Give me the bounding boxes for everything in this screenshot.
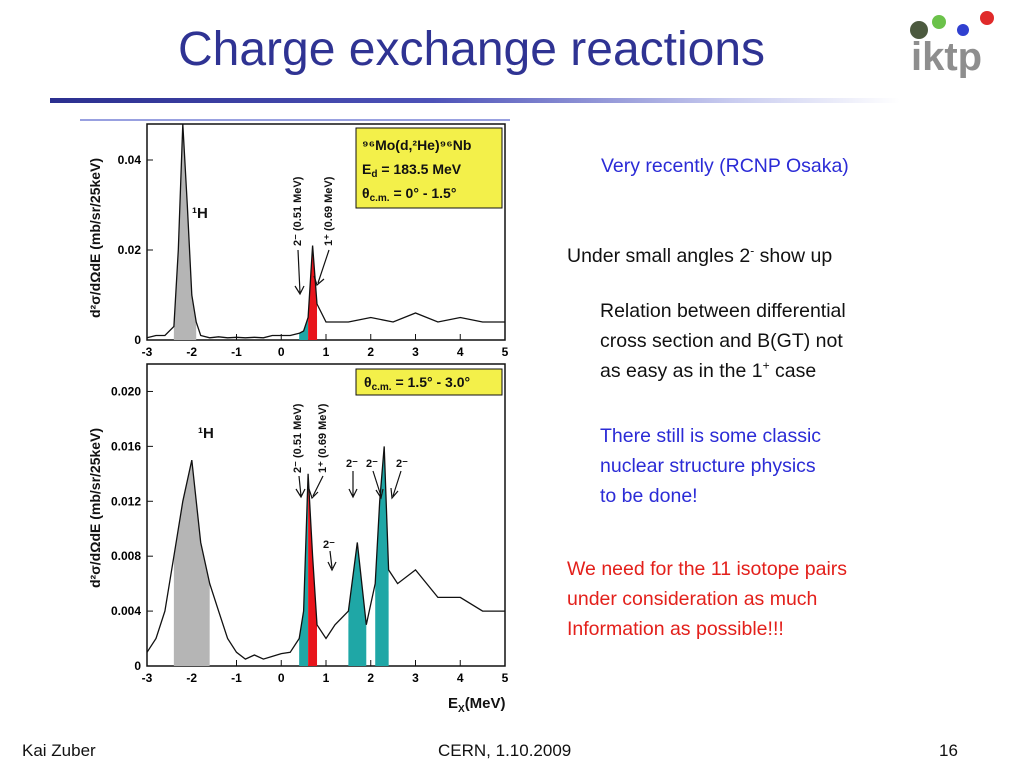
top-x-tick-label: 3: [412, 345, 419, 359]
bottom-two-minus-e-label: 2⁻: [323, 539, 335, 551]
need-line-2: under consideration as much: [567, 588, 818, 610]
bottom-two-minus-arrow: [295, 475, 306, 499]
bottom-y-tick-label: 0.008: [111, 549, 141, 563]
top-one-plus-label: 1⁺ (0.69 MeV): [323, 176, 335, 246]
top-box-angle: θc.m. = 0° - 1.5°: [362, 185, 456, 204]
top-box-energy: Ed = 183.5 MeV: [362, 161, 462, 180]
logo-dot-green: [932, 15, 946, 29]
bottom-y-tick-label: 0.020: [111, 384, 141, 398]
bottom-two-minus-c-peak-fill: [375, 446, 389, 666]
top-y-axis-label: d²σ/dΩdE (mb/sr/25keV): [87, 158, 103, 318]
bottom-two-minus-b-peak-fill: [348, 542, 367, 666]
bottom-box-angle: θc.m. = 1.5° - 3.0°: [364, 374, 470, 393]
top-one-plus-peak-fill: [308, 245, 318, 340]
recent-text: Very recently (RCNP Osaka): [601, 155, 849, 177]
bottom-arrow-c: [372, 470, 384, 500]
top-label-box: [355, 127, 503, 209]
top-y-tick-label: 0: [134, 333, 141, 347]
bottom-x-tick-label: 5: [502, 671, 509, 685]
bottom-arrow-e: [327, 550, 337, 572]
top-y-tick-label: 0.04: [118, 153, 142, 167]
top-hydrogen-label: ¹H: [192, 205, 208, 222]
bottom-x-tick-label: 1: [323, 671, 330, 685]
bottom-hydrogen-peak-fill: [173, 460, 210, 666]
top-x-tick-label: 1: [323, 345, 330, 359]
bottom-hydrogen-label: ¹H: [198, 425, 214, 442]
small-angles-text: Under small angles 2- show up: [567, 243, 833, 268]
bottom-y-tick-label: 0: [134, 659, 141, 673]
footer-event: CERN, 1.10.2009: [438, 741, 572, 760]
bottom-x-tick-label: -2: [186, 671, 197, 685]
bottom-y-tick-label: 0.012: [111, 494, 141, 508]
bottom-x-tick-label: 0: [278, 671, 285, 685]
bottom-two-minus-label: 2⁻ (0.51 MeV): [292, 403, 304, 473]
bottom-x-tick-label: 3: [412, 671, 419, 685]
bottom-one-plus-label: 1⁺ (0.69 MeV): [317, 403, 329, 473]
top-x-tick-label: 2: [367, 345, 374, 359]
bottom-arrow-b: [348, 471, 358, 499]
top-y-tick-label: 0.02: [118, 243, 142, 257]
need-line-3: Information as possible!!!: [567, 618, 784, 640]
bottom-panel-fills: [173, 446, 389, 666]
classic-line-3: to be done!: [600, 485, 698, 507]
footer-author: Kai Zuber: [22, 741, 96, 760]
bottom-two-minus-d-label: 2⁻: [396, 458, 408, 470]
top-x-tick-label: -2: [186, 345, 197, 359]
bottom-y-tick-label: 0.004: [111, 604, 141, 618]
bottom-label-box: [355, 368, 503, 396]
top-x-tick-label: -3: [142, 345, 153, 359]
bottom-x-tick-label: 4: [457, 671, 464, 685]
top-hydrogen-peak-fill: [173, 124, 197, 340]
top-two-minus-arrow: [294, 249, 305, 296]
bottom-two-minus-b-label: 2⁻: [346, 458, 358, 470]
top-x-tick-label: -1: [231, 345, 242, 359]
footer-page: 16: [939, 741, 958, 760]
top-x-tick-label: 0: [278, 345, 285, 359]
bottom-arrow-d: [390, 470, 402, 500]
bottom-y-tick-label: 0.016: [111, 439, 141, 453]
bottom-x-tick-label: -3: [142, 671, 153, 685]
logo-text: iktp: [911, 35, 982, 78]
logo-dot-blue: [957, 24, 969, 36]
logo-dot-red: [980, 11, 994, 25]
bottom-panel-ticks: -3 -2 -1 0 1 2 3 4 5 0 0.004 0.008 0.012 0.016 0.020: [111, 384, 509, 685]
bottom-spectrum-line: [146, 446, 505, 660]
relation-line-3: as easy as in the 1+ case: [600, 358, 817, 383]
need-line-1: We need for the 11 isotope pairs: [567, 558, 848, 580]
spectrum-figure: d²σ/dΩdE (mb/sr/25keV) d²σ/dΩdE (mb/sr/2…: [80, 119, 510, 713]
bottom-two-minus-c-label: 2⁻: [366, 458, 378, 470]
top-panel-fills: [173, 124, 318, 340]
iktp-logo: iktp: [910, 11, 994, 78]
relation-line-2: cross section and B(GT) not: [600, 330, 843, 352]
top-spectrum-line: [146, 123, 505, 339]
bottom-two-minus-peak-fill: [299, 473, 309, 666]
top-box-reaction: ⁹⁶Mo(d,²He)⁹⁶Nb: [362, 137, 471, 153]
classic-line-2: nuclear structure physics: [600, 455, 816, 477]
bottom-x-tick-label: 2: [367, 671, 374, 685]
top-x-tick-label: 5: [502, 345, 509, 359]
top-one-plus-arrow: [313, 249, 330, 287]
logo-dot-dark: [910, 21, 928, 39]
x-axis-label: EX(MeV): [448, 695, 506, 713]
top-panel-ticks: -3 -2 -1 0 1 2 3 4 5 0 0.02 0.04: [118, 153, 509, 359]
relation-line-1: Relation between differential: [600, 300, 846, 322]
classic-line-1: There still is some classic: [600, 425, 822, 447]
title-underline: [50, 98, 900, 103]
slide-title: Charge exchange reactions: [178, 23, 766, 76]
bottom-x-tick-label: -1: [231, 671, 242, 685]
bottom-one-plus-arrow: [308, 475, 324, 500]
top-two-minus-peak-fill: [299, 317, 309, 340]
top-x-tick-label: 4: [457, 345, 464, 359]
bottom-y-axis-label: d²σ/dΩdE (mb/sr/25keV): [87, 428, 103, 588]
top-two-minus-label: 2⁻ (0.51 MeV): [292, 176, 304, 246]
